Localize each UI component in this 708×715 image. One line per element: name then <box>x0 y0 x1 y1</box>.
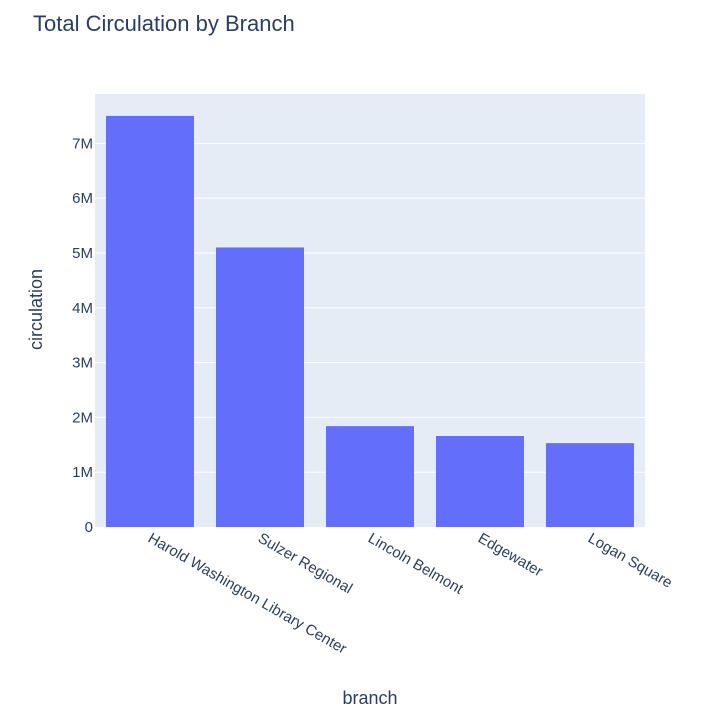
y-axis-title: circulation <box>26 269 46 350</box>
y-tick-label: 3M <box>72 355 93 372</box>
bar[interactable] <box>546 443 634 527</box>
x-axis-title: branch <box>342 688 397 708</box>
y-tick-label: 4M <box>72 300 93 317</box>
chart-title: Total Circulation by Branch <box>33 11 295 36</box>
bar[interactable] <box>436 436 524 527</box>
y-tick-label: 0 <box>85 519 93 536</box>
y-axis-ticks: 0 1M 2M 3M 4M 5M 6M 7M <box>72 135 93 536</box>
y-tick-label: 1M <box>72 464 93 481</box>
bars <box>106 115 634 528</box>
y-tick-label: 7M <box>72 135 93 152</box>
bar[interactable] <box>106 115 194 528</box>
y-tick-label: 6M <box>72 190 93 207</box>
y-tick-label: 2M <box>72 409 93 426</box>
x-tick-label: Harold Washington Library Center <box>145 530 349 658</box>
x-tick-label: Logan Square <box>585 530 675 592</box>
x-tick-label: Edgewater <box>475 530 546 581</box>
bar[interactable] <box>326 426 414 527</box>
bar[interactable] <box>216 247 304 527</box>
x-tick-label: Lincoln Belmont <box>365 530 467 599</box>
x-tick-label: Sulzer Regional <box>255 530 355 598</box>
y-tick-label: 5M <box>72 245 93 262</box>
